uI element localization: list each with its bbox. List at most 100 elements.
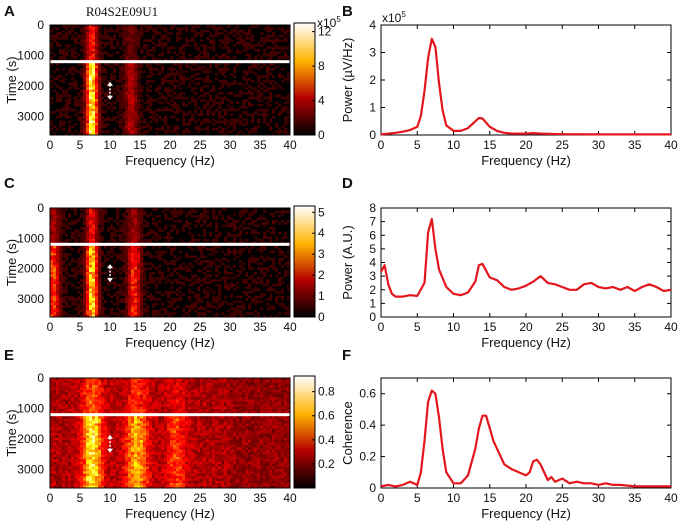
panel-e-heatmap-cell bbox=[221, 401, 225, 405]
panel-e-heatmap-cell bbox=[191, 399, 195, 403]
panel-c-heatmap-cell bbox=[158, 312, 162, 315]
panel-a-heatmap-cell bbox=[104, 91, 108, 95]
panel-c-heatmap-cell bbox=[191, 305, 195, 308]
panel-e-heatmap-cell bbox=[242, 394, 246, 398]
panel-c-heatmap-cell bbox=[53, 300, 57, 304]
panel-c-heatmap-cell bbox=[197, 293, 201, 296]
panel-e-heatmap-cell bbox=[119, 378, 123, 381]
panel-c-heatmap-cell bbox=[68, 295, 72, 299]
panel-c-heatmap-cell bbox=[215, 226, 219, 230]
panel-c-heatmap-cell bbox=[239, 271, 243, 275]
panel-e-heatmap-cell bbox=[272, 385, 276, 388]
panel-c-heatmap-cell bbox=[71, 222, 75, 225]
panel-c-heatmap-cell bbox=[248, 295, 252, 299]
panel-e-heatmap-cell bbox=[284, 378, 288, 381]
panel-c-heatmap-cell bbox=[56, 212, 60, 216]
panel-c-heatmap-cell bbox=[227, 283, 231, 287]
panel-a-heatmap-cell bbox=[269, 91, 273, 95]
panel-a-heatmap-cell bbox=[221, 46, 225, 50]
panel-e-heatmap-cell bbox=[59, 392, 63, 396]
panel-a-heatmap-cell bbox=[167, 75, 171, 78]
panel-c-heatmap-cell bbox=[86, 271, 90, 275]
panel-c-heatmap-cell bbox=[83, 293, 87, 296]
panel-c-heatmap-cell bbox=[53, 245, 57, 249]
panel-c-heatmap-cell bbox=[53, 238, 57, 242]
panel-e-heatmap-cell bbox=[239, 392, 243, 396]
panel-e-heatmap-cell bbox=[86, 380, 90, 384]
panel-a-heatmap-cell bbox=[221, 115, 225, 119]
panel-e-heatmap-cell bbox=[224, 401, 228, 405]
panel-a-heatmap-cell bbox=[278, 113, 282, 117]
panel-c-heatmap-cell bbox=[137, 255, 141, 259]
panel-c-heatmap-cell bbox=[140, 222, 144, 225]
panel-c-heatmap-cell bbox=[191, 236, 195, 240]
panel-c-heatmap-cell bbox=[122, 267, 126, 270]
panel-c-heatmap-cell bbox=[269, 238, 273, 242]
panel-c-heatmap-cell bbox=[176, 257, 180, 261]
panel-a-heatmap-cell bbox=[149, 99, 153, 102]
panel-e-heatmap-cell bbox=[83, 397, 87, 400]
panel-e-heatmap-cell bbox=[242, 385, 246, 388]
panel-a-heatmap-cell bbox=[89, 32, 93, 35]
panel-a-heatmap-cell bbox=[137, 80, 141, 83]
panel-a-heatmap-cell bbox=[272, 51, 276, 54]
panel-c-heatmap-cell bbox=[236, 234, 240, 237]
panel-c-heatmap-cell bbox=[53, 234, 57, 237]
panel-a-heatmap-cell bbox=[56, 34, 60, 38]
panel-c-heatmap-cell bbox=[248, 312, 252, 315]
panel-c-heatmap-cell bbox=[179, 212, 183, 216]
panel-c-heatmap-cell bbox=[53, 222, 57, 225]
panel-e-heatmap-cell bbox=[278, 392, 282, 396]
panel-e-heatmap-cell bbox=[131, 382, 135, 386]
panel-a-heatmap-cell bbox=[140, 32, 144, 35]
panel-c-heatmap-cell bbox=[98, 276, 102, 280]
panel-b-xtick-label: 5 bbox=[414, 138, 421, 152]
panel-a-heatmap-cell bbox=[242, 118, 246, 121]
panel-a-heatmap-cell bbox=[242, 44, 246, 47]
panel-a-colorbar-label: 4 bbox=[318, 94, 325, 108]
panel-e-heatmap-cell bbox=[128, 392, 132, 396]
panel-e-heatmap-cell bbox=[176, 394, 180, 398]
panel-a-heatmap-cell bbox=[206, 103, 210, 107]
panel-e-heatmap-cell bbox=[56, 399, 60, 403]
panel-c-heatmap-cell bbox=[212, 215, 216, 218]
panel-c-heatmap-cell bbox=[50, 264, 54, 268]
panel-a-heatmap-cell bbox=[212, 44, 216, 47]
panel-c-heatmap-cell bbox=[251, 298, 255, 301]
panel-c-heatmap-cell bbox=[53, 276, 57, 280]
panel-c-heatmap-cell bbox=[83, 290, 87, 294]
panel-e-heatmap-cell bbox=[158, 389, 162, 393]
panel-a-heatmap-cell bbox=[134, 68, 138, 71]
panel-a-heatmap-cell bbox=[224, 63, 228, 66]
panel-e-heatmap-cell bbox=[62, 385, 66, 388]
panel-e-heatmap-cell bbox=[158, 399, 162, 403]
panel-e-heatmap-cell bbox=[101, 380, 105, 384]
panel-c-heatmap-cell bbox=[227, 224, 231, 228]
panel-c-heatmap-cell bbox=[77, 307, 81, 311]
panel-e-heatmap-cell bbox=[68, 399, 72, 403]
panel-a-heatmap-cell bbox=[227, 82, 231, 86]
panel-c-heatmap-cell bbox=[167, 300, 171, 304]
panel-e-heatmap-cell bbox=[74, 397, 78, 400]
panel-e-heatmap-cell bbox=[209, 382, 213, 386]
panel-a-heatmap-cell bbox=[125, 75, 129, 78]
panel-a-heatmap-cell bbox=[224, 70, 228, 74]
panel-a-heatmap-cell bbox=[122, 111, 126, 114]
panel-a-heatmap-cell bbox=[83, 41, 87, 45]
panel-c-heatmap-cell bbox=[56, 229, 60, 232]
panel-a-heatmap-cell bbox=[254, 56, 258, 59]
panel-e-heatmap-cell bbox=[59, 394, 63, 398]
panel-c-heatmap-cell bbox=[95, 226, 99, 230]
panel-a-heatmap-cell bbox=[164, 41, 168, 45]
panel-c-heatmap-cell bbox=[92, 245, 96, 249]
panel-e-heatmap-cell bbox=[182, 394, 186, 398]
panel-c-heatmap-cell bbox=[263, 257, 267, 261]
panel-c-heatmap-cell bbox=[98, 271, 102, 275]
panel-e-heatmap-cell bbox=[86, 389, 90, 393]
panel-a-heatmap-cell bbox=[122, 103, 126, 107]
panel-a-heatmap-cell bbox=[197, 106, 201, 109]
panel-c-heatmap-cell bbox=[50, 286, 54, 289]
panel-c-heatmap-cell bbox=[182, 241, 186, 244]
panel-c-heatmap-cell bbox=[77, 264, 81, 268]
